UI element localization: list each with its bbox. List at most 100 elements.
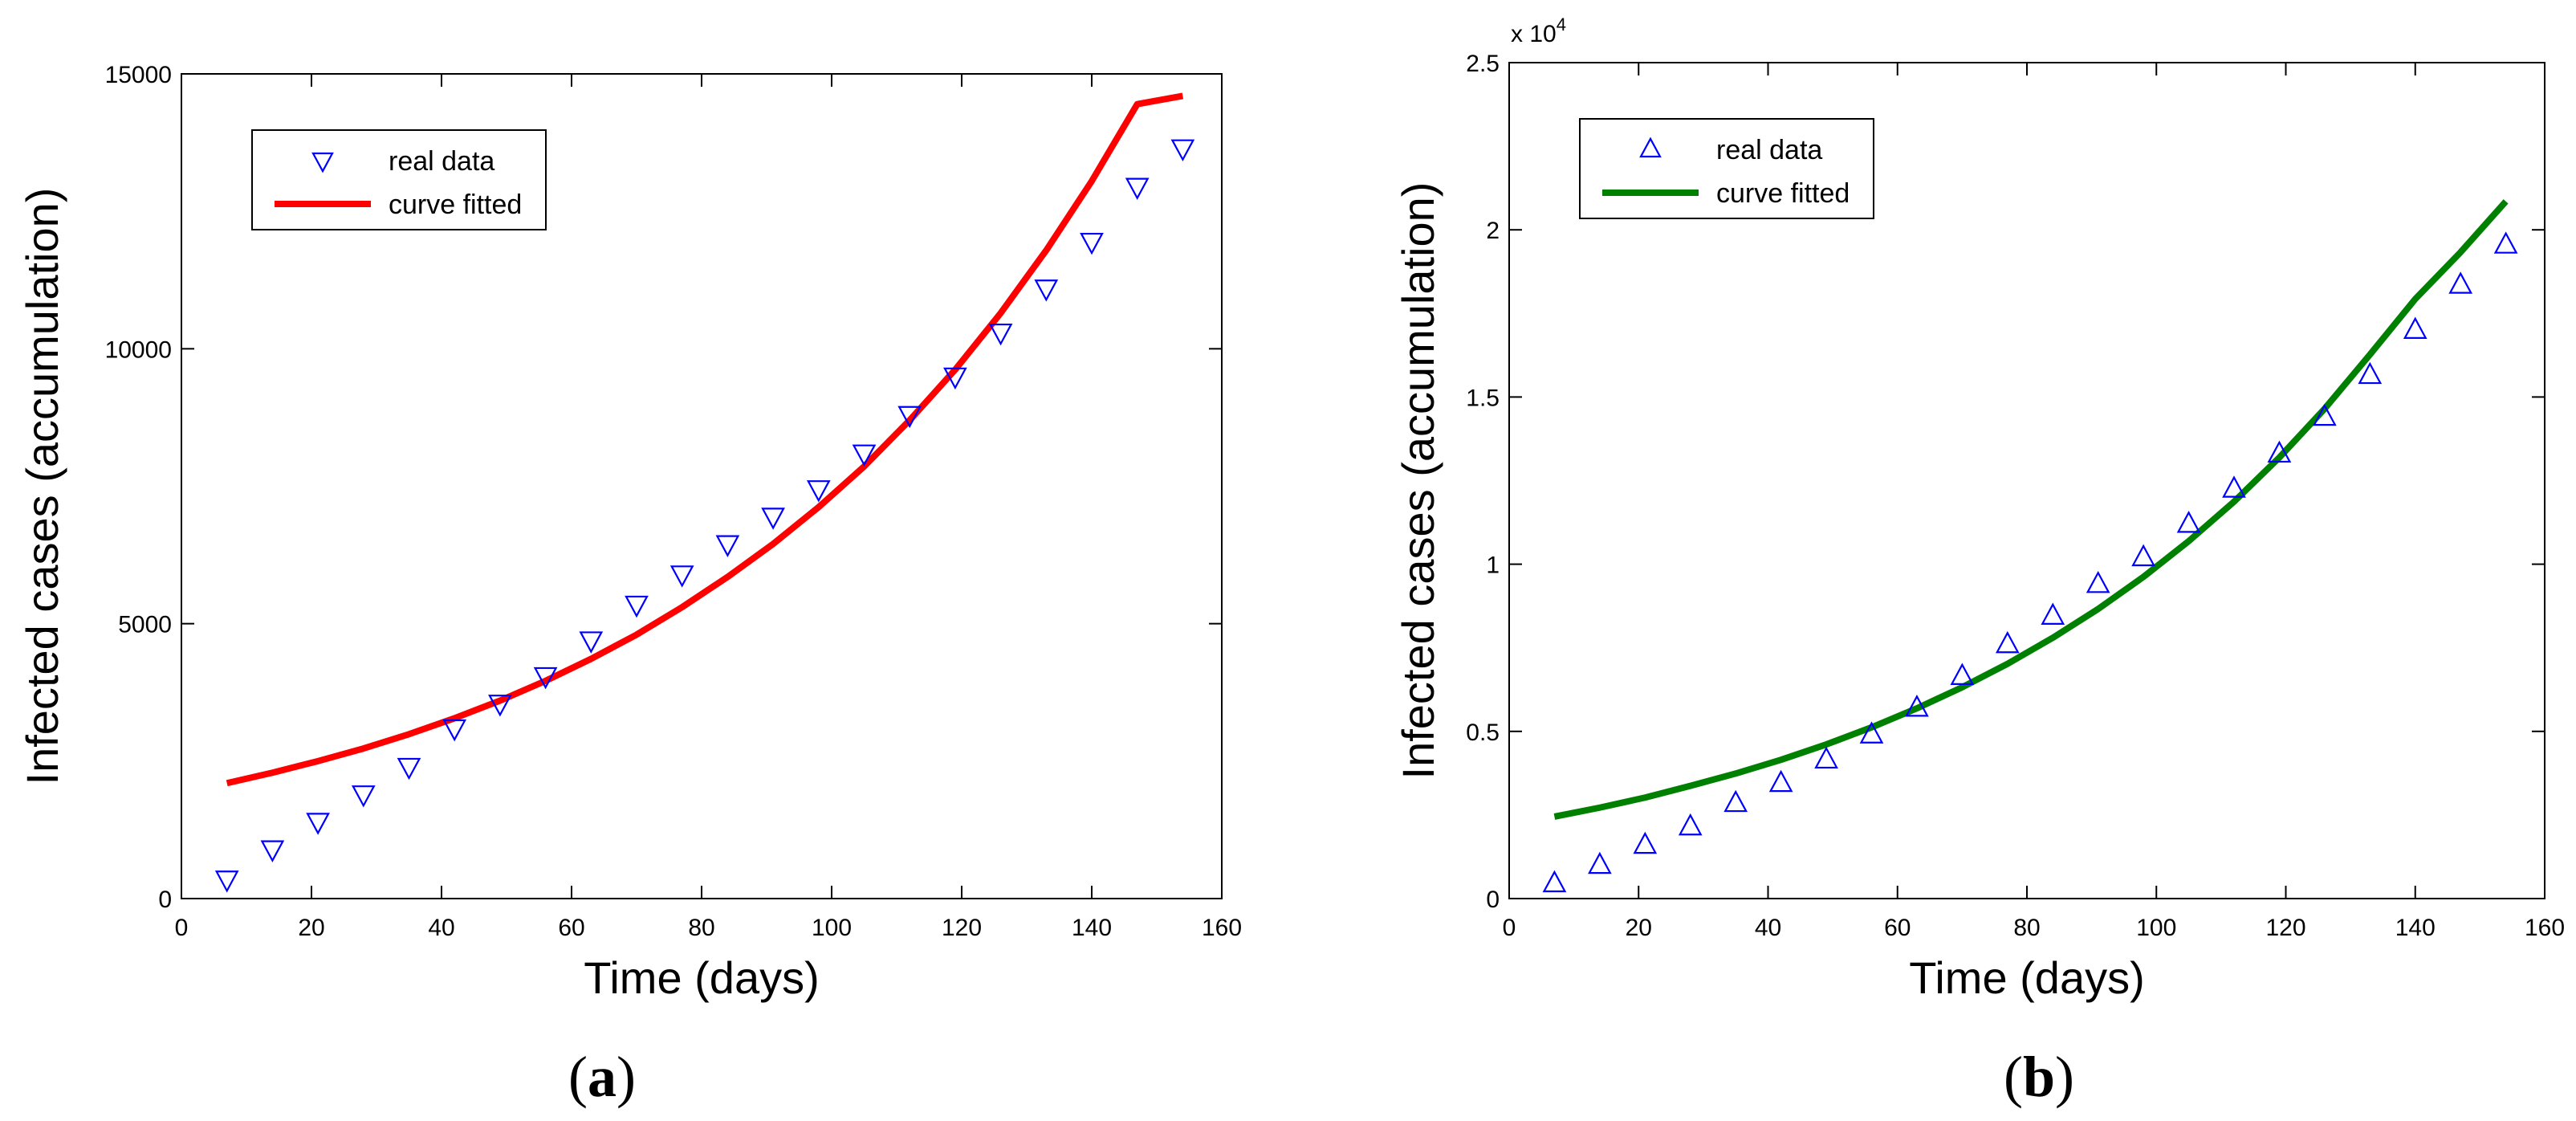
x-tick-label: 80	[688, 915, 714, 941]
panel-label: (b)	[2004, 1045, 2074, 1109]
data-point-marker	[2403, 316, 2427, 339]
x-tick-label: 100	[812, 915, 852, 941]
x-tick-label: 0	[175, 915, 189, 941]
data-point-marker	[579, 631, 604, 654]
data-point-marker	[1633, 831, 1658, 854]
data-point-marker	[761, 508, 785, 530]
x-tick-label: 20	[298, 915, 324, 941]
y-axis-label: Infected cases (accumulation)	[1393, 182, 1443, 780]
data-point-marker	[214, 870, 239, 893]
data-point-marker	[1125, 177, 1150, 200]
data-point-marker	[397, 757, 421, 781]
data-point-marker	[306, 813, 330, 835]
legend: real data curve fitted	[1579, 118, 1874, 219]
data-point-marker	[1588, 851, 1612, 874]
data-point-marker	[351, 785, 376, 808]
x-tick-label: 60	[558, 915, 584, 941]
data-point-marker	[988, 323, 1013, 346]
data-point-marker	[1170, 139, 1195, 162]
legend-box	[251, 129, 547, 230]
chart-root: 0 20 40 60 80 100 120 140 160050001000015000Time…	[17, 14, 2565, 1109]
data-point-marker	[1542, 870, 1567, 893]
data-point-marker	[260, 840, 285, 862]
panel-label-paren: )	[2055, 1045, 2074, 1109]
x-tick-label: 0	[1503, 915, 1516, 941]
data-point-marker	[625, 595, 649, 618]
x-tick-label: 160	[2525, 915, 2565, 941]
x-tick-label: 40	[428, 915, 454, 941]
data-point-marker	[2493, 231, 2518, 254]
data-point-marker	[669, 565, 694, 588]
data-point-marker	[715, 535, 740, 558]
legend-box	[1579, 118, 1874, 219]
legend-entry-label: curve fitted	[1716, 178, 1850, 209]
data-point-marker	[2313, 403, 2337, 426]
x-tick-label: 80	[2013, 915, 2040, 941]
legend-entry-label: real data	[389, 146, 494, 177]
panel-label-paren: (	[568, 1045, 588, 1109]
y-tick-label: 10000	[105, 336, 172, 363]
y-tick-label: 1	[1486, 552, 1500, 579]
data-point-marker	[2041, 602, 2065, 625]
x-tick-label: 20	[1626, 915, 1652, 941]
chart-panel-b: 0 20 40 60 80 100 120 140 160 0 0.5 1 1.5 2 2.5 x 104 Ti…	[1393, 14, 2565, 1109]
data-point-marker	[1080, 232, 1104, 255]
legend-entry-label: real data	[1716, 135, 1822, 165]
data-point-marker	[1859, 721, 1884, 744]
x-tick-label: 100	[2136, 915, 2176, 941]
data-point-marker	[2267, 440, 2292, 463]
chart-panel-a: 0 20 40 60 80 100 120 140 160 0 5000 10000 15000 Time…	[17, 62, 1242, 1109]
data-point-marker	[806, 480, 831, 503]
data-point-marker	[852, 444, 877, 467]
y-axis-label: Infected cases (accumulation)	[17, 188, 67, 785]
data-point-marker	[1950, 662, 1975, 685]
panel-label-letter: b	[2023, 1045, 2055, 1109]
legend-marker-symbol	[311, 152, 334, 173]
legend: real data curve fitted	[251, 129, 547, 230]
y-tick-label: 0	[1486, 887, 1500, 913]
y-tick-label: 2	[1486, 218, 1500, 244]
fitted-curve-line	[1553, 199, 2509, 820]
data-point-marker	[897, 406, 922, 429]
data-point-marker	[442, 719, 467, 742]
data-point-marker	[1034, 279, 1059, 302]
x-tick-label: 60	[1884, 915, 1911, 941]
data-point-marker	[1768, 769, 1793, 793]
y-tick-label: 0.5	[1466, 719, 1500, 746]
y-tick-label: 15000	[105, 62, 172, 88]
x-axis-label: Time (days)	[1909, 952, 2145, 1003]
x-tick-label: 140	[1072, 915, 1112, 941]
panel-label: (a)	[568, 1045, 636, 1109]
y-tick-label: 5000	[118, 612, 172, 638]
data-point-marker	[2176, 511, 2201, 533]
data-point-marker	[1995, 630, 2020, 654]
data-point-marker	[1814, 746, 1838, 769]
x-tick-label: 120	[2265, 915, 2305, 941]
data-point-marker	[488, 695, 512, 717]
data-point-marker	[533, 666, 558, 690]
y-tick-label: 1.5	[1466, 385, 1500, 411]
x-tick-label: 160	[1202, 915, 1242, 941]
data-point-marker	[1905, 695, 1929, 717]
y-tick-label: 2.5	[1466, 51, 1500, 77]
y-exponent-label: x 104	[1511, 14, 1566, 47]
x-tick-label: 120	[942, 915, 982, 941]
data-point-marker	[2086, 570, 2110, 593]
data-point-marker	[1678, 813, 1703, 836]
data-point-marker	[2448, 271, 2473, 294]
x-tick-label: 40	[1755, 915, 1781, 941]
y-exponent-power: 4	[1557, 14, 1566, 35]
data-point-marker	[2358, 361, 2383, 385]
panel-label-paren: )	[617, 1045, 636, 1109]
data-point-marker	[943, 367, 967, 390]
y-exponent-base: x 10	[1511, 21, 1557, 47]
x-axis-label: Time (days)	[584, 952, 820, 1003]
data-point-marker	[2131, 544, 2155, 567]
x-tick-label: 140	[2395, 915, 2436, 941]
data-point-marker	[2222, 475, 2246, 498]
panel-label-letter: a	[588, 1045, 617, 1109]
legend-entry-label: curve fitted	[389, 190, 522, 220]
fitted-curve-line	[226, 92, 1184, 787]
legend-marker-symbol	[1639, 137, 1662, 158]
